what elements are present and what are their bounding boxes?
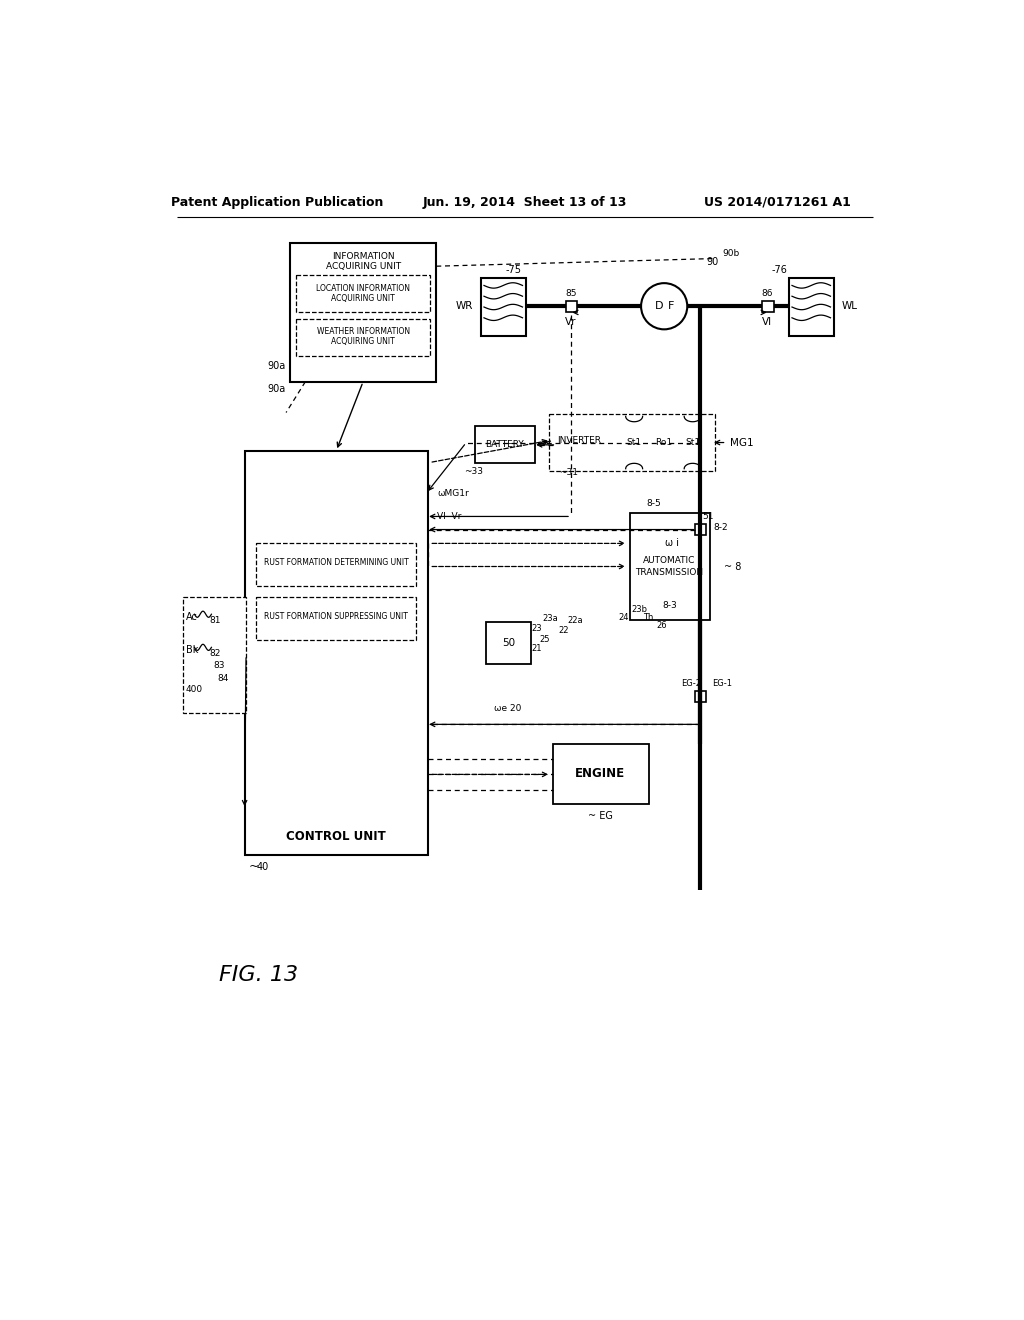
Text: ωe 20: ωe 20 — [495, 705, 521, 713]
Text: US 2014/0171261 A1: US 2014/0171261 A1 — [703, 195, 851, 209]
Text: 40: 40 — [256, 862, 268, 871]
Text: 400: 400 — [186, 685, 203, 694]
Text: F: F — [668, 301, 674, 312]
Text: ~ EG: ~ EG — [588, 810, 612, 821]
Text: 83: 83 — [213, 660, 225, 669]
Text: RUST FORMATION SUPPRESSING UNIT: RUST FORMATION SUPPRESSING UNIT — [264, 612, 409, 620]
Bar — [475, 426, 535, 463]
Text: LOCATION INFORMATION: LOCATION INFORMATION — [316, 284, 410, 293]
Text: 90: 90 — [707, 257, 719, 268]
Bar — [678, 420, 708, 465]
Text: 22: 22 — [558, 626, 568, 635]
Text: 24: 24 — [618, 612, 629, 622]
Text: ~: ~ — [249, 861, 259, 874]
Text: Bk: Bk — [186, 644, 199, 655]
Text: 22a: 22a — [567, 616, 584, 624]
Text: St1: St1 — [627, 438, 642, 447]
Bar — [486, 622, 531, 664]
Text: ACQUIRING UNIT: ACQUIRING UNIT — [331, 337, 395, 346]
Bar — [256, 544, 416, 586]
Text: EG-1: EG-1 — [712, 678, 732, 688]
Text: ωMG1r: ωMG1r — [437, 488, 469, 498]
Text: 90a: 90a — [267, 384, 286, 395]
Text: RUST FORMATION DETERMINING UNIT: RUST FORMATION DETERMINING UNIT — [264, 558, 409, 568]
Text: 51: 51 — [702, 512, 714, 521]
Bar — [550, 414, 715, 471]
Bar — [183, 597, 246, 713]
Text: ACQUIRING UNIT: ACQUIRING UNIT — [326, 261, 400, 271]
Text: ACQUIRING UNIT: ACQUIRING UNIT — [331, 294, 395, 304]
Text: Th: Th — [643, 612, 653, 622]
Text: BATTERY: BATTERY — [485, 441, 524, 449]
Text: 50: 50 — [502, 638, 515, 648]
Text: INFORMATION: INFORMATION — [332, 252, 394, 261]
Text: St1: St1 — [685, 438, 700, 447]
Bar — [649, 420, 678, 465]
Text: ~31: ~31 — [559, 469, 578, 477]
Text: Jun. 19, 2014  Sheet 13 of 13: Jun. 19, 2014 Sheet 13 of 13 — [423, 195, 627, 209]
Text: WEATHER INFORMATION: WEATHER INFORMATION — [316, 327, 410, 337]
Bar — [245, 451, 428, 855]
Text: 23a: 23a — [543, 614, 558, 623]
Text: MG1: MG1 — [730, 437, 754, 447]
Text: Vr: Vr — [565, 317, 577, 326]
Bar — [296, 318, 430, 355]
Text: 21: 21 — [531, 644, 543, 653]
Text: 26: 26 — [656, 620, 668, 630]
Bar — [553, 418, 606, 463]
Text: CONTROL UNIT: CONTROL UNIT — [287, 829, 386, 842]
Text: WL: WL — [842, 301, 857, 312]
Bar — [695, 692, 706, 702]
Text: EG-2: EG-2 — [681, 678, 701, 688]
Text: 81: 81 — [210, 616, 221, 624]
Bar — [630, 512, 711, 620]
Text: ω i: ω i — [665, 539, 679, 548]
Text: INVERTER: INVERTER — [557, 437, 601, 445]
Text: Ro1: Ro1 — [654, 438, 672, 447]
Text: TRANSMISSION: TRANSMISSION — [636, 568, 703, 577]
Text: 90b: 90b — [722, 248, 739, 257]
Text: Ac: Ac — [186, 611, 198, 622]
Bar — [620, 420, 649, 465]
Text: ~ 8: ~ 8 — [724, 561, 741, 572]
Text: 25: 25 — [540, 635, 550, 644]
Text: 23: 23 — [531, 624, 543, 634]
Bar — [256, 597, 416, 640]
Text: Patent Application Publication: Patent Application Publication — [171, 195, 383, 209]
Text: 84: 84 — [217, 673, 228, 682]
Text: 90a: 90a — [267, 362, 286, 371]
Text: ~33: ~33 — [464, 466, 482, 475]
Text: -76: -76 — [772, 265, 787, 275]
Text: 85: 85 — [565, 289, 577, 298]
Text: Vl: Vl — [762, 317, 772, 326]
Text: 86: 86 — [762, 289, 773, 298]
Text: -75: -75 — [505, 265, 521, 275]
Text: 23b: 23b — [631, 605, 647, 614]
Text: 8-2: 8-2 — [714, 524, 728, 532]
Bar — [296, 276, 430, 313]
Bar — [695, 524, 706, 535]
Text: FIG. 13: FIG. 13 — [219, 965, 298, 985]
Bar — [481, 277, 525, 335]
Bar — [290, 243, 436, 381]
Text: Vl  Vr: Vl Vr — [437, 512, 462, 521]
Text: D: D — [654, 301, 663, 312]
Text: WR: WR — [456, 301, 473, 312]
Bar — [762, 301, 773, 313]
Text: AUTOMATIC: AUTOMATIC — [643, 556, 695, 565]
Bar — [565, 301, 578, 313]
Text: ENGINE: ENGINE — [575, 767, 626, 780]
Bar — [788, 277, 834, 335]
Text: 8-3: 8-3 — [663, 601, 677, 610]
Bar — [553, 743, 649, 804]
Text: 8-5: 8-5 — [647, 499, 662, 508]
Text: 82: 82 — [210, 649, 221, 657]
